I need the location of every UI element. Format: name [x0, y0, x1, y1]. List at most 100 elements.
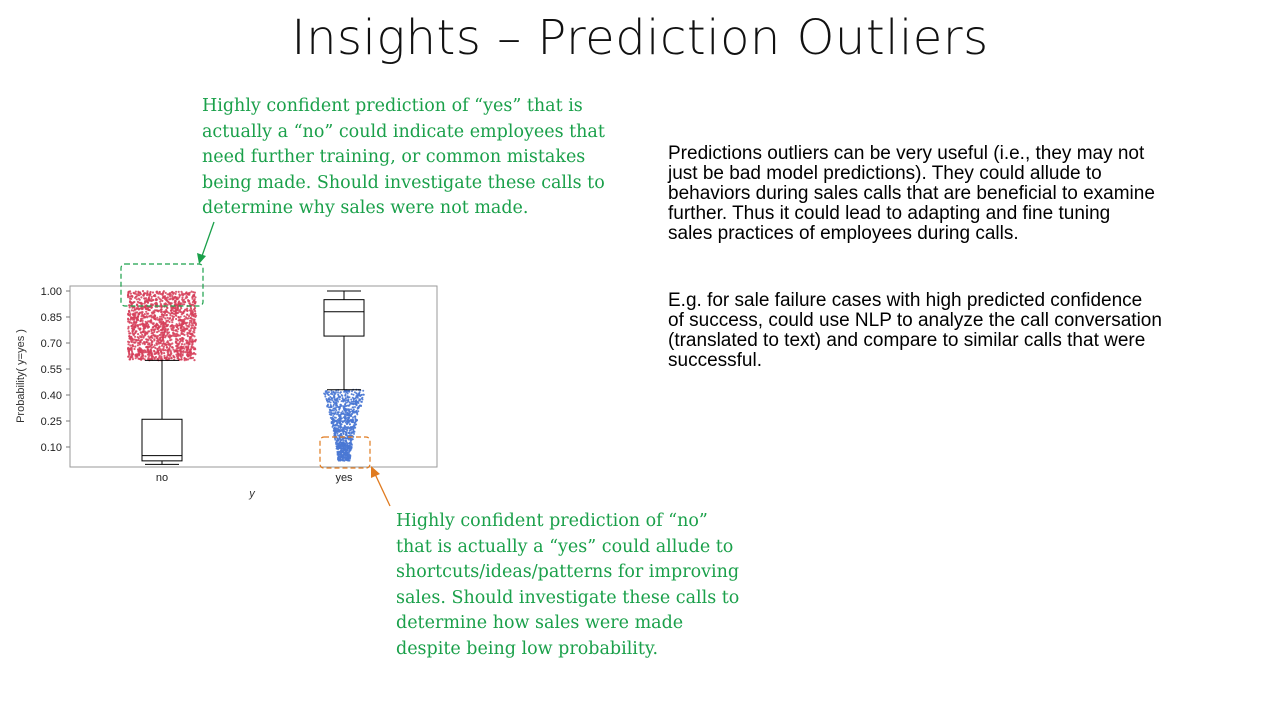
data-point-no — [173, 350, 176, 353]
data-point-no — [173, 334, 176, 338]
data-point-no — [135, 353, 138, 356]
data-point-no — [169, 325, 172, 328]
data-point-no — [179, 338, 182, 341]
data-point-yes — [340, 417, 343, 420]
data-point-yes — [329, 416, 332, 419]
data-point-no — [161, 339, 164, 342]
data-point-no — [150, 295, 153, 298]
data-point-no — [165, 356, 169, 359]
data-point-no — [177, 297, 180, 300]
data-point-no — [179, 302, 182, 305]
data-point-yes — [357, 410, 360, 413]
data-point-no — [175, 332, 178, 336]
data-point-no — [147, 312, 150, 315]
data-point-no — [159, 298, 162, 301]
data-point-no — [127, 348, 130, 351]
data-point-no — [130, 355, 133, 358]
data-point-no — [170, 302, 173, 305]
data-point-yes — [339, 421, 341, 424]
data-point-no — [168, 293, 171, 296]
data-point-no — [161, 299, 164, 302]
data-point-yes — [336, 427, 339, 430]
data-point-yes — [346, 392, 349, 395]
data-point-no — [144, 331, 147, 334]
data-point-no — [188, 291, 191, 294]
data-point-no — [128, 335, 131, 338]
data-point-no — [160, 323, 163, 326]
data-point-yes — [334, 408, 337, 411]
data-point-yes — [352, 427, 355, 430]
data-point-yes — [348, 456, 351, 459]
data-point-no — [146, 308, 149, 311]
data-point-no — [187, 317, 190, 320]
data-point-no — [153, 344, 156, 347]
data-point-yes — [347, 414, 350, 417]
data-point-yes — [329, 404, 332, 406]
data-point-no — [148, 354, 151, 357]
data-point-yes — [347, 418, 350, 421]
data-point-yes — [358, 398, 361, 401]
data-point-yes — [354, 406, 356, 408]
data-point-no — [132, 341, 135, 344]
data-point-no — [155, 290, 158, 294]
data-point-no — [153, 349, 156, 352]
data-point-yes — [353, 391, 356, 394]
data-point-no — [153, 309, 156, 312]
data-point-no — [144, 325, 147, 328]
paragraph-line: sales practices of employees during call… — [668, 223, 1019, 244]
data-point-no — [137, 341, 140, 345]
data-point-no — [180, 345, 183, 348]
data-point-no — [141, 290, 145, 293]
data-point-yes — [340, 453, 343, 456]
arrowhead-bottom — [371, 466, 380, 478]
data-point-no — [177, 343, 180, 346]
data-point-yes — [350, 432, 353, 435]
data-point-no — [186, 313, 189, 316]
data-point-no — [170, 291, 173, 294]
data-point-no — [133, 326, 136, 329]
data-point-no — [131, 327, 134, 330]
data-point-no — [190, 290, 193, 293]
data-point-no — [155, 303, 159, 306]
data-point-no — [175, 353, 178, 356]
data-point-yes — [347, 399, 350, 402]
data-point-no — [139, 335, 142, 338]
data-point-no — [142, 294, 145, 297]
data-point-no — [184, 297, 187, 300]
data-point-no — [162, 311, 165, 314]
data-point-yes — [341, 397, 344, 400]
note-bottom-line: sales. Should investigate these calls to — [396, 587, 740, 608]
data-point-no — [165, 314, 168, 317]
data-point-yes — [332, 421, 335, 424]
data-point-yes — [352, 429, 355, 432]
data-point-no — [164, 349, 167, 352]
data-point-yes — [333, 429, 335, 432]
data-point-no — [126, 294, 130, 297]
paragraph-line: behaviors during sales calls that are be… — [668, 183, 1155, 204]
data-point-no — [158, 346, 161, 349]
data-point-no — [144, 333, 147, 336]
y-tick-label: 0.70 — [41, 338, 62, 350]
data-point-no — [153, 339, 156, 342]
data-point-yes — [350, 442, 353, 445]
note-top-line: need further training, or common mistake… — [202, 147, 586, 168]
data-point-no — [135, 303, 139, 306]
data-point-yes — [347, 412, 349, 415]
data-point-no — [135, 316, 138, 319]
data-point-no — [157, 330, 160, 333]
data-point-no — [186, 333, 189, 336]
data-point-yes — [334, 402, 337, 405]
data-point-yes — [332, 407, 335, 410]
data-point-no — [190, 311, 193, 314]
data-point-yes — [331, 421, 334, 424]
data-point-no — [152, 294, 156, 297]
data-point-no — [166, 293, 169, 296]
x-tick-label: yes — [335, 472, 353, 484]
data-point-no — [181, 338, 184, 342]
data-point-no — [133, 322, 136, 325]
data-point-no — [175, 329, 178, 332]
data-point-no — [188, 293, 191, 296]
data-point-yes — [334, 438, 337, 441]
data-point-no — [188, 315, 191, 318]
data-point-yes — [332, 415, 335, 417]
